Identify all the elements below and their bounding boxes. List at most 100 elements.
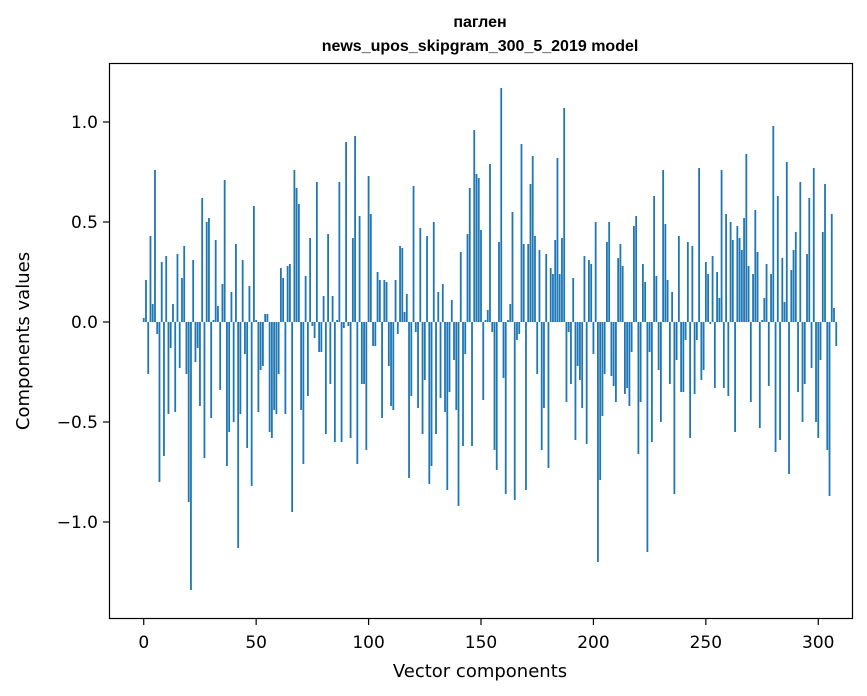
bar	[511, 212, 514, 322]
bar	[457, 322, 460, 506]
bar	[736, 226, 739, 322]
bar	[603, 322, 606, 374]
bar	[165, 256, 168, 322]
bar	[428, 322, 431, 484]
bar	[534, 236, 536, 322]
bar	[435, 322, 437, 434]
bar	[774, 322, 777, 452]
bar	[194, 322, 197, 362]
bar	[662, 170, 665, 322]
bar	[830, 214, 833, 322]
bar	[709, 322, 712, 324]
bar	[149, 236, 152, 322]
bar	[192, 260, 195, 322]
bar	[246, 322, 249, 448]
bar	[500, 88, 503, 322]
bar	[704, 262, 707, 322]
bar	[365, 322, 368, 450]
bar	[430, 322, 433, 466]
bar	[327, 234, 329, 322]
bar	[378, 280, 381, 322]
bar	[232, 322, 235, 422]
bar	[554, 240, 557, 322]
bar	[686, 242, 689, 322]
bar	[574, 322, 577, 440]
bar	[331, 296, 334, 322]
bar	[212, 320, 215, 322]
bar	[529, 184, 532, 322]
bar	[288, 264, 291, 322]
y-tick-label: 0.5	[71, 213, 98, 233]
bar	[259, 322, 262, 370]
bar	[329, 322, 332, 384]
bar	[765, 264, 768, 322]
bar	[273, 322, 276, 410]
bar	[621, 266, 624, 322]
bar	[682, 322, 685, 392]
bar	[480, 230, 482, 322]
bar	[799, 182, 802, 322]
bar	[493, 322, 496, 450]
bar	[650, 322, 653, 442]
bar	[725, 214, 727, 322]
bar	[790, 270, 793, 322]
bar	[770, 274, 772, 322]
bar	[754, 210, 757, 322]
bar	[815, 322, 817, 422]
bar	[223, 180, 226, 322]
bar	[360, 322, 363, 384]
x-tick-label: 150	[465, 633, 497, 653]
bar	[588, 260, 590, 322]
bar	[167, 322, 170, 414]
bar	[572, 278, 575, 322]
bar	[659, 322, 662, 422]
bar	[145, 280, 147, 322]
bar	[734, 322, 736, 432]
bar	[210, 322, 213, 418]
y-tick-label: 1.0	[71, 113, 98, 133]
bar	[835, 322, 838, 346]
bar	[241, 260, 244, 322]
bar-series	[142, 88, 838, 590]
bar	[286, 266, 289, 322]
bar	[354, 136, 356, 322]
bar	[547, 322, 550, 468]
bar	[808, 198, 811, 322]
bar	[160, 262, 163, 322]
bar	[333, 322, 336, 442]
bar	[383, 280, 386, 322]
bar	[178, 322, 181, 368]
bar	[561, 238, 563, 322]
bar	[655, 276, 658, 322]
bar	[763, 298, 766, 322]
bar	[466, 234, 469, 322]
bar	[601, 322, 604, 416]
bar	[201, 198, 204, 322]
bar	[300, 322, 303, 410]
bar	[520, 144, 523, 322]
bar	[367, 176, 370, 322]
bar	[257, 322, 260, 412]
bar	[783, 302, 786, 322]
bar	[797, 322, 799, 392]
bar	[680, 322, 683, 392]
bar	[677, 236, 680, 322]
bar	[785, 162, 788, 322]
bar	[801, 322, 804, 422]
bar	[255, 320, 258, 322]
bar	[722, 322, 725, 388]
bar	[761, 320, 763, 322]
bar	[619, 244, 622, 322]
bar	[338, 182, 341, 322]
bar	[311, 322, 314, 326]
bar	[749, 322, 752, 402]
bar	[423, 322, 426, 380]
y-tick-label: −0.5	[57, 413, 98, 433]
bar	[324, 322, 327, 434]
bar	[509, 304, 512, 322]
bar	[336, 320, 338, 322]
bar	[158, 322, 161, 482]
bar	[504, 322, 507, 494]
bar	[644, 282, 647, 322]
bar	[729, 222, 732, 322]
